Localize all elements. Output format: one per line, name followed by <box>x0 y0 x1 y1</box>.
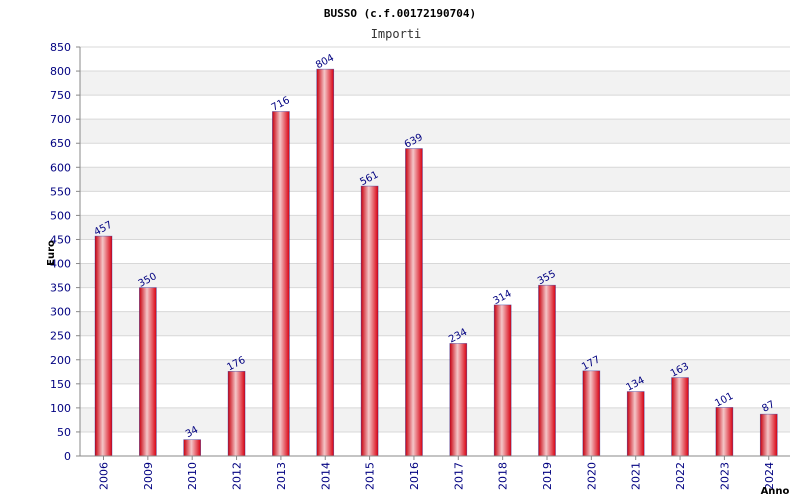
x-axis-label: Anno <box>761 486 790 497</box>
grid-band <box>80 71 790 96</box>
y-tick-label: 0 <box>64 450 71 463</box>
plot-background <box>80 71 790 432</box>
x-tick-label: 2017 <box>452 462 465 490</box>
x-tick-label: 2019 <box>541 462 554 490</box>
x-axis-ticks: 2006 2009 2010 2012 2013 2014 2015 2016 2017 2018… <box>98 456 776 490</box>
data-label: 87 <box>760 399 776 415</box>
bar <box>759 413 778 457</box>
x-tick-label: 2020 <box>585 462 598 490</box>
grid-band <box>80 311 790 336</box>
chart-subtitle: Importi <box>371 27 422 41</box>
x-tick-label: 2006 <box>98 462 111 490</box>
x-tick-label: 2016 <box>408 462 421 490</box>
x-tick-label: 2012 <box>231 462 244 490</box>
y-axis-label: Euro <box>46 240 57 266</box>
y-tick-label: 200 <box>50 354 71 367</box>
bar <box>538 284 556 457</box>
y-tick-label: 550 <box>50 185 71 198</box>
data-label: 101 <box>713 391 735 410</box>
y-tick-label: 500 <box>50 209 71 222</box>
y-tick-label: 150 <box>50 378 71 391</box>
bar <box>582 370 601 457</box>
data-label: 34 <box>184 425 200 441</box>
grid-band <box>80 167 790 192</box>
x-tick-label: 2010 <box>186 462 199 490</box>
y-tick-label: 800 <box>50 65 71 78</box>
data-label: 314 <box>491 288 513 307</box>
data-label: 804 <box>314 53 336 72</box>
x-tick-label: 2018 <box>497 462 510 490</box>
x-tick-label: 2024 <box>763 462 776 490</box>
y-tick-label: 350 <box>50 282 71 295</box>
bar <box>626 391 645 457</box>
chart-title: BUSSO (c.f.00172190704) <box>324 7 476 20</box>
x-tick-label: 2009 <box>142 462 155 490</box>
bar <box>139 287 157 457</box>
bar <box>449 343 468 457</box>
data-label: 716 <box>270 95 292 114</box>
bar <box>715 407 734 457</box>
x-tick-label: 2023 <box>718 462 731 490</box>
y-tick-label: 700 <box>50 113 71 126</box>
grid-band <box>80 215 790 240</box>
y-tick-label: 650 <box>50 137 71 150</box>
y-tick-label: 50 <box>57 426 71 439</box>
bar <box>671 377 689 457</box>
x-tick-label: 2021 <box>630 462 643 490</box>
y-tick-label: 750 <box>50 89 71 102</box>
bars <box>94 68 778 457</box>
x-tick-label: 2022 <box>674 462 687 490</box>
bar <box>360 185 379 457</box>
bar <box>405 148 423 457</box>
y-tick-label: 300 <box>50 306 71 319</box>
bar <box>272 111 290 457</box>
x-tick-label: 2015 <box>364 462 377 490</box>
grid-band <box>80 263 790 288</box>
y-tick-label: 450 <box>50 233 71 246</box>
bar <box>183 439 201 457</box>
y-axis-ticks: 0 50 100 150 200 250 300 350 400 450 500 550 600 650 7… <box>50 41 80 463</box>
bar <box>227 371 246 457</box>
bar <box>493 304 512 457</box>
bar <box>94 235 113 457</box>
y-tick-label: 400 <box>50 258 71 271</box>
x-tick-label: 2013 <box>275 462 288 490</box>
y-tick-label: 100 <box>50 402 71 415</box>
y-tick-label: 250 <box>50 330 71 343</box>
y-tick-label: 850 <box>50 41 71 54</box>
y-tick-label: 600 <box>50 161 71 174</box>
x-tick-label: 2014 <box>319 462 332 490</box>
grid-band <box>80 119 790 144</box>
bar <box>316 68 335 457</box>
